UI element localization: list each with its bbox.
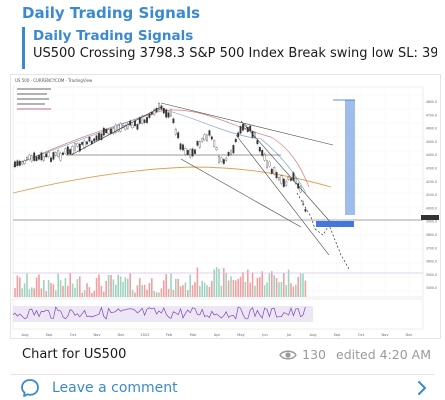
- x-axis-tick-label: Oct: [358, 333, 365, 337]
- x-axis-tick-label: Nov: [93, 333, 101, 337]
- chart-symbol-label: US 500 · CURRENCYCOM · TradingView: [15, 78, 93, 83]
- divider: [10, 374, 435, 375]
- x-axis-tick-label: Dec: [406, 333, 413, 337]
- x-axis-tick-label: Nov: [381, 333, 389, 337]
- y-axis-tick-label: 3600.0: [426, 260, 437, 264]
- x-axis-tick-label: May: [237, 333, 245, 337]
- y-axis-tick-label: 4400.0: [426, 153, 437, 157]
- x-axis-tick-label: Aug: [21, 333, 28, 337]
- chevron-right-icon[interactable]: [417, 380, 427, 396]
- y-axis-tick-label: 4000.0: [426, 206, 437, 210]
- y-axis-tick-label: 4100.0: [426, 193, 437, 197]
- chart-screenshot-graphic: US 500 · CURRENCYCOM · TradingView: [11, 75, 440, 338]
- y-axis-tick-label: 4700.0: [426, 113, 437, 117]
- view-count: 130: [302, 347, 327, 362]
- y-axis-tick-label: 3700.0: [426, 246, 437, 250]
- x-axis-tick-label: Jun: [261, 333, 268, 337]
- x-axis-tick-label: 2022: [140, 333, 149, 337]
- x-axis-tick-label: Dec: [118, 333, 125, 337]
- y-axis-tick-label: 3400.0: [426, 286, 437, 290]
- x-axis-tick-label: Sep: [334, 333, 341, 337]
- reply-text: US500 Crossing 3798.3 S&P 500 Index Brea…: [33, 46, 437, 61]
- channel-name[interactable]: Daily Trading Signals: [22, 4, 201, 22]
- y-axis-tick-label: 3500.0: [426, 273, 437, 277]
- post-meta: 130 edited 4:20 AM: [279, 347, 431, 362]
- y-axis-tick-label: 4500.0: [426, 140, 437, 144]
- y-axis-tick-label: 4300.0: [426, 167, 437, 171]
- x-axis-tick-label: Jul: [286, 333, 291, 337]
- y-axis-tick-label: 4800.0: [426, 100, 437, 104]
- y-axis-tick-label: 4600.0: [426, 127, 437, 131]
- x-axis-tick-label: Sep: [46, 333, 53, 337]
- x-axis-tick-label: Feb: [166, 333, 173, 337]
- leave-comment-button[interactable]: Leave a comment: [10, 376, 435, 400]
- edited-timestamp: edited 4:20 AM: [336, 347, 431, 362]
- eye-icon: [279, 350, 297, 359]
- reply-quote[interactable]: Daily Trading Signals US500 Crossing 379…: [22, 27, 437, 69]
- chart-screenshot-image[interactable]: US 500 · CURRENCYCOM · TradingView: [10, 74, 441, 339]
- media-caption: Chart for US500: [22, 347, 127, 362]
- y-axis-tick-label: 3800.0: [426, 233, 437, 237]
- comment-icon: [21, 379, 39, 397]
- x-axis-tick-label: Oct: [70, 333, 77, 337]
- y-axis-tick-label: 4200.0: [426, 180, 437, 184]
- reply-author: Daily Trading Signals: [33, 28, 194, 44]
- comment-label: Leave a comment: [52, 380, 178, 396]
- x-axis-tick-label: Apr: [214, 333, 221, 337]
- x-axis-tick-label: Mar: [190, 333, 197, 337]
- y-axis-tick-label: 3900.0: [426, 220, 437, 224]
- x-axis-tick-label: Aug: [309, 333, 316, 337]
